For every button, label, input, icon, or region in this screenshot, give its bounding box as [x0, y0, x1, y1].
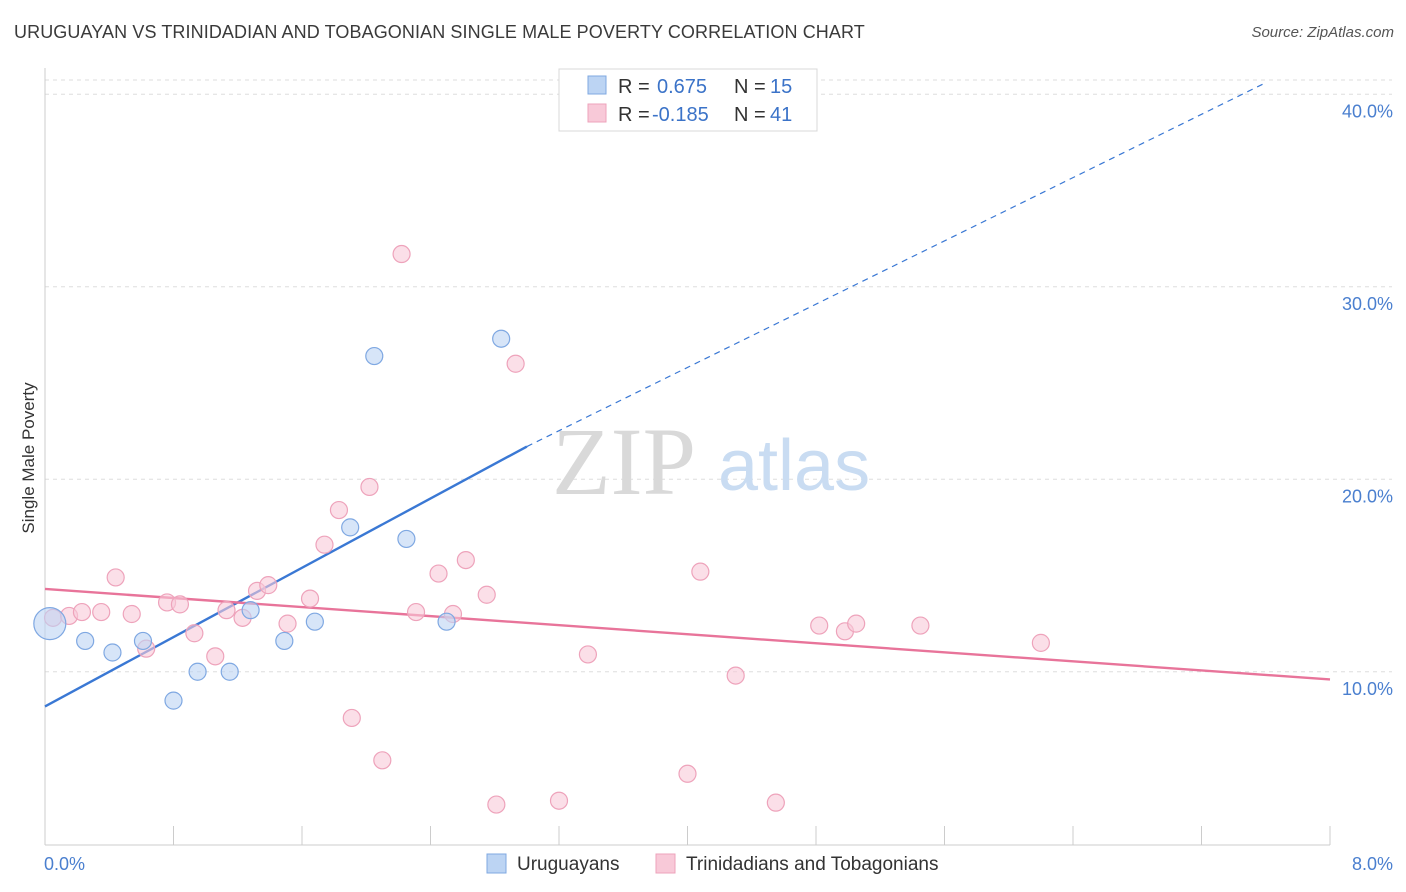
legend-n-label-blue: N = — [734, 76, 766, 98]
uruguayan-point-7 — [241, 601, 260, 620]
trinidadian-point-3 — [92, 602, 111, 622]
trinidadian-point-21 — [373, 751, 392, 770]
bottom-legend-label-uruguayans: Uruguayans — [517, 854, 619, 875]
trinidadian-point-27 — [477, 585, 496, 604]
bottom-legend-swatch-uruguayans — [486, 853, 507, 874]
uruguayan-point-2 — [103, 643, 122, 662]
series-legend: Uruguayans Trinidadians and Tobagonians — [486, 853, 938, 875]
uruguayan-point-1 — [76, 631, 95, 651]
trinidadian-point-8 — [170, 595, 190, 614]
legend-n-value-blue: 15 — [770, 76, 792, 98]
uruguayan-point-4 — [164, 691, 183, 710]
data-points — [33, 244, 1050, 814]
uruguayan-point-12 — [397, 529, 416, 549]
bottom-legend-swatch-trinidadians — [655, 853, 676, 874]
trend-lines — [44, 82, 1331, 708]
axes — [44, 68, 1331, 846]
legend-r-value-blue: 0.675 — [657, 76, 707, 98]
x-tick-label-1: 8.0% — [1352, 854, 1393, 874]
legend-swatch-blue — [587, 75, 607, 95]
trinidadian-point-30 — [549, 791, 569, 810]
trinidadian-point-38 — [847, 614, 866, 633]
trinidadian-point-24 — [429, 564, 448, 583]
trinidadian-point-40 — [1031, 633, 1050, 652]
trinidadian-point-29 — [506, 354, 525, 373]
trinidadian-point-32 — [678, 764, 697, 783]
trinidadian-point-20 — [360, 477, 379, 497]
trinidadian-point-18 — [329, 500, 349, 520]
y-tick-label-1: 20.0% — [1342, 486, 1393, 506]
y-tick-label-3: 40.0% — [1342, 101, 1393, 121]
watermark: ZIP atlas — [552, 408, 870, 515]
trinidadian-point-36 — [810, 616, 829, 635]
trinidadian-point-4 — [106, 568, 125, 587]
x-tick-label-0: 0.0% — [44, 854, 85, 874]
trinidadian-point-9 — [185, 624, 204, 643]
uruguayan-point-8 — [275, 631, 294, 651]
y-tick-label-0: 10.0% — [1342, 679, 1393, 699]
uruguayan-point-10 — [341, 518, 360, 537]
legend-swatch-pink — [587, 103, 607, 123]
uruguayan-trend-line — [44, 445, 528, 708]
tick-labels: 10.0% 20.0% 30.0% 40.0% 0.0% 8.0% — [44, 101, 1393, 874]
trinidadian-trend-line — [44, 587, 1331, 681]
trinidadian-point-23 — [406, 602, 426, 622]
trinidadian-point-35 — [766, 793, 785, 812]
chart-source: Source: ZipAtlas.com — [1251, 24, 1394, 41]
uruguayan-point-6 — [220, 662, 239, 681]
bottom-legend-label-trinidadians: Trinidadians and Tobagonians — [686, 854, 938, 875]
trinidadian-point-22 — [392, 244, 411, 264]
uruguayan-point-0 — [33, 607, 67, 641]
correlation-legend: R = 0.675 N = 15 R = -0.185 N = 41 — [558, 68, 818, 132]
trinidadian-point-15 — [278, 614, 297, 633]
legend-n-value-pink: 41 — [770, 104, 792, 126]
trinidadian-point-2 — [72, 602, 92, 622]
trinidadian-point-17 — [315, 535, 334, 554]
trinidadian-point-33 — [691, 562, 710, 581]
uruguayan-point-14 — [492, 329, 511, 348]
trinidadian-point-26 — [456, 550, 475, 570]
watermark-zip: ZIP — [552, 408, 696, 515]
uruguayan-point-9 — [305, 612, 324, 631]
trinidadian-point-5 — [122, 604, 141, 624]
trinidadian-point-16 — [300, 589, 320, 608]
legend-r-value-pink: -0.185 — [652, 104, 709, 126]
trinidadian-point-11 — [217, 601, 236, 620]
trinidadian-point-39 — [911, 616, 930, 635]
trinidadian-point-14 — [259, 576, 278, 595]
legend-n-label-pink: N = — [734, 104, 766, 126]
trinidadian-point-28 — [487, 795, 506, 814]
legend-r-label-blue: R = — [618, 76, 650, 98]
uruguayan-point-13 — [437, 612, 456, 631]
y-tick-label-2: 30.0% — [1342, 294, 1393, 314]
y-axis-label: Single Male Poverty — [19, 382, 38, 534]
uruguayan-point-11 — [365, 346, 384, 366]
trinidadian-point-19 — [342, 708, 361, 728]
trinidadian-point-10 — [206, 647, 225, 666]
watermark-atlas: atlas — [718, 426, 870, 506]
uruguayan-point-5 — [188, 662, 207, 681]
trinidadian-point-31 — [578, 645, 598, 664]
grid-lines — [45, 79, 1392, 673]
uruguayan-point-3 — [133, 631, 153, 651]
chart-title: URUGUAYAN VS TRINIDADIAN AND TOBAGONIAN … — [14, 22, 865, 42]
uruguayan-trend-line-extension — [526, 82, 1267, 448]
trinidadian-point-34 — [726, 666, 745, 685]
legend-r-label-pink: R = — [618, 104, 650, 126]
